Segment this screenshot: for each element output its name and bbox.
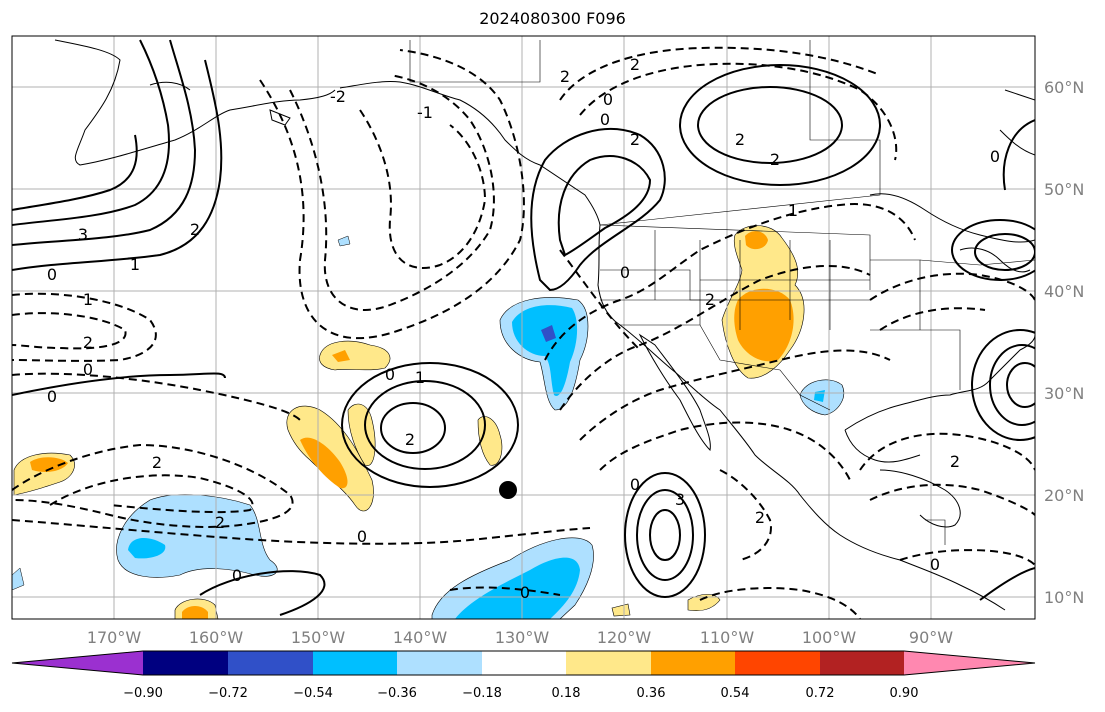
contour-label: 2 [83, 333, 93, 352]
contour-label: 0 [232, 566, 242, 585]
contour-label: -1 [417, 103, 433, 122]
borders [409, 40, 1035, 545]
positive-anomaly-area [332, 350, 350, 362]
contour-label: 1 [130, 255, 140, 274]
contour-label: 2 [215, 513, 225, 532]
contour-label: 2 [560, 67, 570, 86]
colorbar-tick-label: −0.36 [377, 686, 417, 701]
contour-label: 3 [675, 490, 685, 509]
contour-label: 2 [950, 452, 960, 471]
positive-anomaly-area [611, 603, 631, 617]
contour-label: 0 [620, 263, 630, 282]
contour-label: 2 [755, 508, 765, 527]
colorbar-tick-label: 0.18 [552, 686, 581, 701]
negative-anomaly-area [541, 325, 556, 342]
location-marker [499, 481, 517, 499]
longitude-tick-label: 170°W [87, 628, 142, 647]
longitude-tick-label: 120°W [597, 628, 652, 647]
positive-anomaly-area [687, 594, 721, 611]
contour-label: -2 [330, 87, 346, 106]
colorbar-segment [820, 651, 904, 675]
map-layers [12, 36, 1035, 619]
colorbar-tick-label: 0.90 [890, 686, 919, 701]
negative-anomaly-area [128, 538, 166, 559]
positive-anomaly-area [347, 403, 376, 466]
colorbar-tick-label: 0.36 [637, 686, 666, 701]
colorbar-segment [12, 651, 143, 675]
positive-anomaly-area [745, 231, 768, 250]
contour-label: 0 [357, 527, 367, 546]
contour-label: 0 [83, 360, 93, 379]
colorbar-segment [904, 651, 1035, 675]
positive-anomaly-area [182, 606, 208, 619]
latitude-tick-label: 50°N [1044, 180, 1084, 199]
contour-label: 2 [630, 55, 640, 74]
contour-label: 2 [405, 430, 415, 449]
contour-label: 1 [415, 368, 425, 387]
contour-label: 0 [990, 147, 1000, 166]
longitude-tick-label: 130°W [495, 628, 550, 647]
colorbar-segment [313, 651, 397, 675]
colorbar-segment [397, 651, 482, 675]
latitude-tick-label: 40°N [1044, 282, 1084, 301]
negative-anomaly-area [12, 567, 25, 591]
contour-label: 2 [735, 130, 745, 149]
contour-label: 2 [190, 220, 200, 239]
longitude-tick-label: 110°W [700, 628, 755, 647]
colorbar-segment [143, 651, 228, 675]
latitude-tick-label: 20°N [1044, 486, 1084, 505]
negative-anomaly-area [337, 235, 351, 247]
colorbar-tick-label: −0.72 [208, 686, 248, 701]
longitude-tick-label: 140°W [393, 628, 448, 647]
positive-anomaly-area [300, 437, 348, 489]
latitude-axis: 60°N 50°N 40°N 30°N 20°N 10°N [1044, 78, 1084, 607]
longitude-axis: 170°W 160°W 150°W 140°W 130°W 120°W 110°… [87, 628, 953, 647]
positive-anomaly-area [319, 340, 391, 371]
contour-label: 0 [520, 583, 530, 602]
latitude-tick-label: 10°N [1044, 588, 1084, 607]
colorbar-tick-label: −0.54 [293, 686, 333, 701]
contour-label: 0 [603, 90, 613, 109]
contour-lines-negative [12, 46, 1035, 619]
colorbar: −0.90 −0.72 −0.54 −0.36 −0.18 0.18 0.36 … [11, 650, 1036, 701]
contour-label: 0 [47, 265, 57, 284]
longitude-tick-label: 90°W [909, 628, 953, 647]
colorbar-segment [228, 651, 313, 675]
contour-label: 2 [770, 150, 780, 169]
contour-label: 0 [385, 365, 395, 384]
contour-label: 0 [600, 110, 610, 129]
colorbar-tick-label: −0.90 [123, 686, 163, 701]
contour-label: 3 [78, 225, 88, 244]
colorbar-segment [651, 651, 735, 675]
colorbar-outline [11, 650, 1036, 676]
negative-anomaly-area [512, 305, 578, 396]
map-frame [11, 35, 1036, 620]
contour-label: 2 [630, 130, 640, 149]
colorbar-segment [482, 651, 566, 675]
colorbar-tick-label: 0.54 [721, 686, 750, 701]
latitude-tick-label: 60°N [1044, 78, 1084, 97]
longitude-tick-label: 150°W [291, 628, 346, 647]
longitude-tick-label: 160°W [189, 628, 244, 647]
colorbar-segment [566, 651, 651, 675]
contour-label: 2 [152, 453, 162, 472]
contour-label: 2 [705, 290, 715, 309]
longitude-tick-label: 100°W [802, 628, 857, 647]
map-title: 2024080300 F096 [479, 9, 626, 28]
contour-label: 1 [83, 290, 93, 309]
contour-label: 0 [630, 475, 640, 494]
contour-label: 0 [47, 387, 57, 406]
contour-label: 1 [788, 201, 798, 220]
colorbar-tick-label: 0.72 [806, 686, 835, 701]
latitude-tick-label: 30°N [1044, 384, 1084, 403]
positive-anomaly-area [734, 288, 794, 362]
colorbar-segment [735, 651, 820, 675]
contour-label-group: 3 2 1 0 0 1 0 2 2 2 2 0 0 3 0 0 0 0 2 2 … [47, 55, 1000, 602]
colorbar-tick-label: −0.18 [462, 686, 502, 701]
positive-anomaly-area [30, 457, 68, 472]
contour-label: 0 [930, 555, 940, 574]
